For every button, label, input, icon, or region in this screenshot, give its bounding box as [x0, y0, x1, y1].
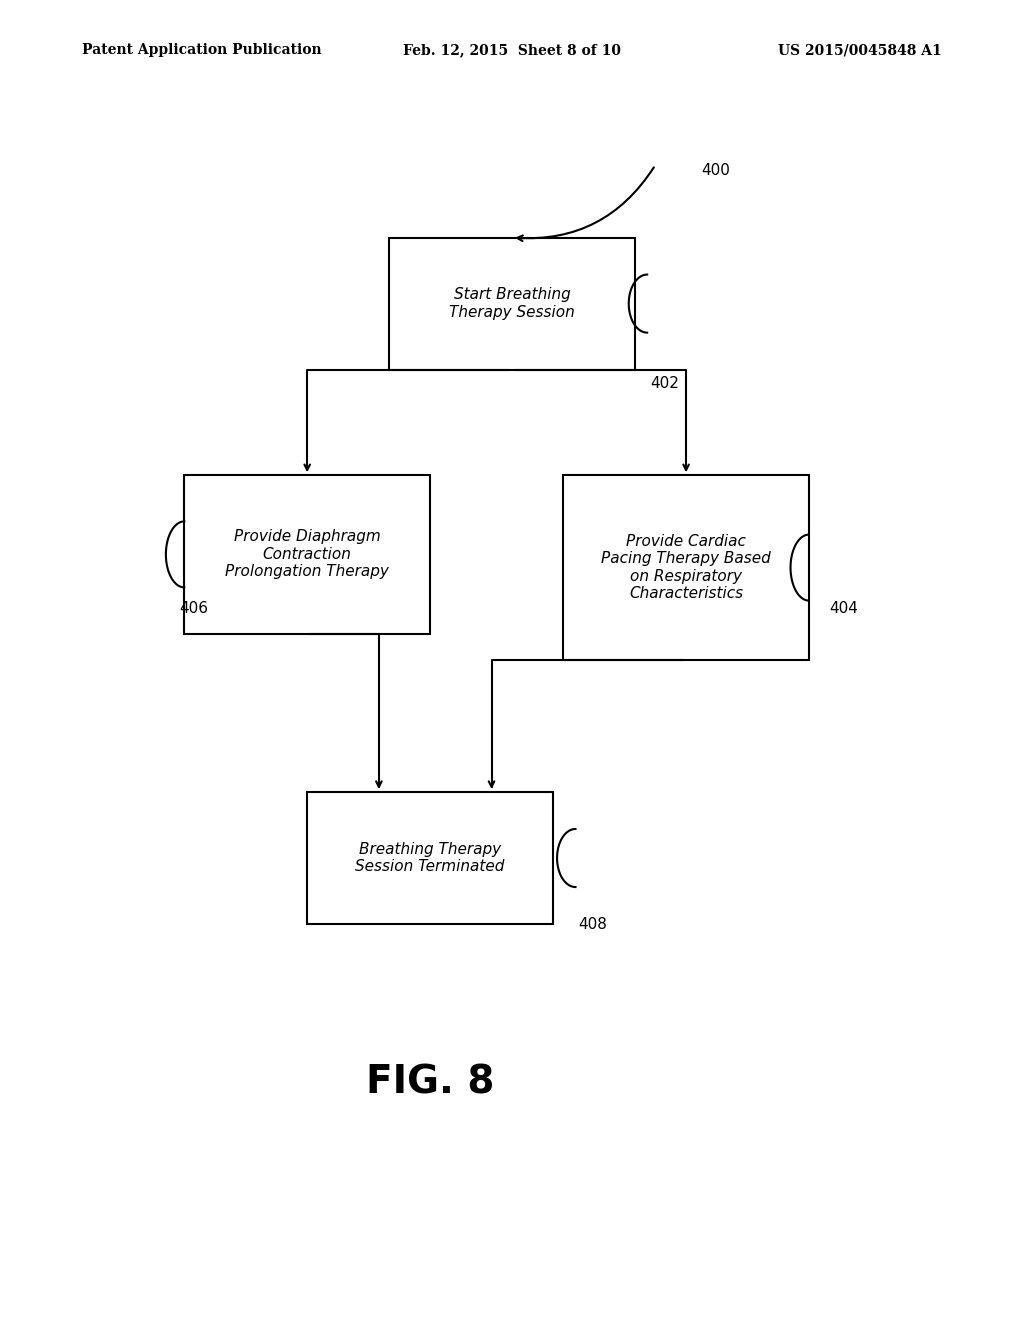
Text: Feb. 12, 2015  Sheet 8 of 10: Feb. 12, 2015 Sheet 8 of 10 — [403, 44, 621, 57]
Text: 408: 408 — [579, 917, 607, 932]
FancyBboxPatch shape — [389, 238, 635, 370]
Text: US 2015/0045848 A1: US 2015/0045848 A1 — [778, 44, 942, 57]
FancyBboxPatch shape — [563, 475, 809, 660]
Text: Patent Application Publication: Patent Application Publication — [82, 44, 322, 57]
Text: 400: 400 — [701, 164, 730, 178]
Text: 406: 406 — [179, 601, 208, 615]
Text: Provide Diaphragm
Contraction
Prolongation Therapy: Provide Diaphragm Contraction Prolongati… — [225, 529, 389, 579]
FancyBboxPatch shape — [307, 792, 553, 924]
Text: Breathing Therapy
Session Terminated: Breathing Therapy Session Terminated — [355, 842, 505, 874]
Text: FIG. 8: FIG. 8 — [366, 1064, 495, 1101]
Text: Start Breathing
Therapy Session: Start Breathing Therapy Session — [450, 288, 574, 319]
FancyBboxPatch shape — [184, 475, 430, 634]
Text: 404: 404 — [829, 601, 858, 615]
Text: Provide Cardiac
Pacing Therapy Based
on Respiratory
Characteristics: Provide Cardiac Pacing Therapy Based on … — [601, 535, 771, 601]
Text: 402: 402 — [650, 376, 679, 391]
